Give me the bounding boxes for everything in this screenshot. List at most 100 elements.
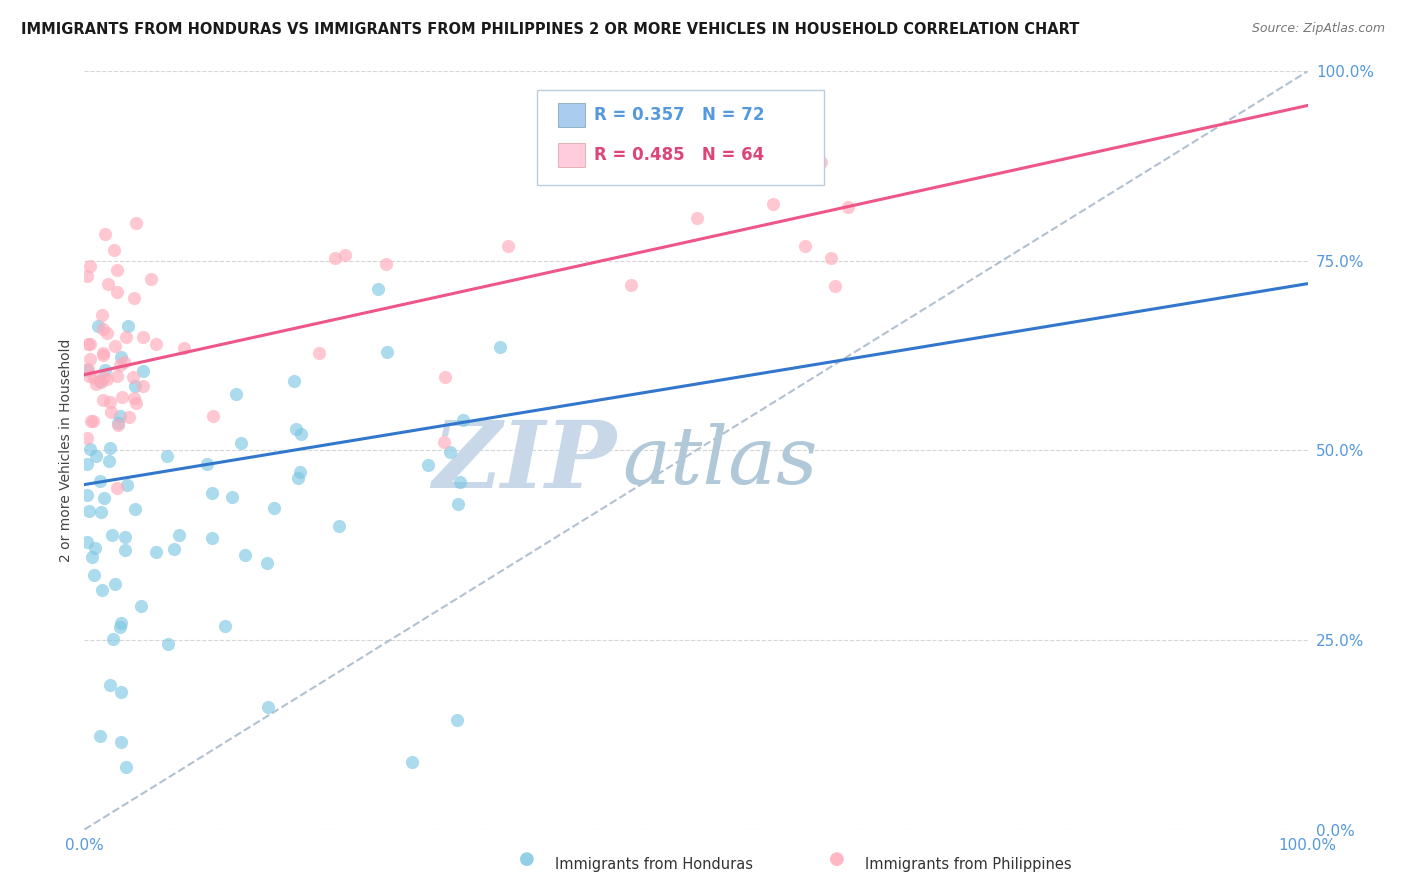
Point: [201, 409, 224, 423]
Point: [793, 239, 815, 253]
Point: [76, 488, 98, 502]
Point: [89, 374, 111, 388]
Point: [231, 435, 253, 450]
Text: ●: ●: [519, 850, 536, 868]
Point: [167, 528, 190, 542]
Point: [367, 282, 389, 296]
Point: [110, 351, 132, 365]
Point: [637, 157, 659, 171]
Point: [129, 599, 152, 613]
Point: [114, 355, 136, 369]
Point: [97, 454, 120, 468]
Point: [110, 684, 132, 698]
Point: [97, 277, 120, 292]
Point: [837, 200, 859, 214]
Point: [333, 248, 356, 262]
Text: ZIP: ZIP: [432, 417, 616, 507]
Point: [98, 394, 121, 409]
Point: [131, 330, 153, 344]
Point: [79, 259, 101, 273]
Point: [82, 414, 104, 428]
Point: [114, 330, 136, 344]
Point: [117, 318, 139, 333]
Point: [104, 339, 127, 353]
Bar: [558, 103, 585, 128]
Text: Source: ZipAtlas.com: Source: ZipAtlas.com: [1251, 22, 1385, 36]
Point: [93, 370, 115, 384]
Point: [374, 258, 396, 272]
Point: [221, 490, 243, 504]
Point: [620, 277, 643, 292]
Point: [107, 416, 129, 430]
Point: [101, 632, 124, 646]
Point: [824, 279, 846, 293]
Point: [283, 375, 305, 389]
Point: [105, 368, 128, 383]
Point: [132, 379, 155, 393]
Point: [91, 348, 114, 362]
Point: [105, 482, 128, 496]
Point: [77, 369, 100, 384]
Y-axis label: 2 or more Vehicles in Household: 2 or more Vehicles in Household: [59, 339, 73, 562]
Text: R = 0.485   N = 64: R = 0.485 N = 64: [595, 145, 765, 164]
Point: [810, 155, 832, 169]
Text: ●: ●: [828, 850, 845, 868]
Point: [98, 442, 121, 456]
Point: [110, 735, 132, 749]
Text: Immigrants from Philippines: Immigrants from Philippines: [865, 857, 1071, 872]
Point: [91, 392, 114, 407]
Point: [256, 556, 278, 570]
Point: [156, 449, 179, 463]
Text: Immigrants from Honduras: Immigrants from Honduras: [555, 857, 754, 872]
Point: [90, 506, 112, 520]
Point: [439, 444, 461, 458]
Point: [173, 341, 195, 355]
Point: [145, 336, 167, 351]
Point: [446, 713, 468, 727]
Point: [290, 427, 312, 442]
Point: [87, 319, 110, 334]
Point: [77, 362, 100, 376]
Point: [90, 375, 112, 389]
Point: [125, 216, 148, 230]
Point: [76, 535, 98, 549]
Point: [108, 620, 131, 634]
Point: [100, 405, 122, 419]
Point: [496, 239, 519, 253]
Point: [89, 729, 111, 743]
Point: [82, 549, 104, 564]
Point: [91, 322, 114, 336]
Point: [225, 387, 247, 401]
Point: [145, 545, 167, 559]
Point: [108, 358, 131, 372]
Point: [91, 346, 114, 360]
Point: [104, 577, 127, 591]
Point: [195, 457, 218, 471]
Point: [308, 346, 330, 360]
Point: [79, 336, 101, 351]
Point: [163, 542, 186, 557]
Point: [76, 431, 98, 445]
Point: [93, 491, 115, 505]
Point: [124, 501, 146, 516]
Point: [257, 700, 280, 714]
Point: [110, 409, 132, 423]
Point: [323, 252, 346, 266]
Point: [328, 519, 350, 533]
Bar: [558, 143, 585, 167]
Point: [201, 531, 224, 545]
Point: [132, 364, 155, 378]
Point: [76, 269, 98, 284]
Point: [157, 637, 180, 651]
Point: [105, 285, 128, 299]
Point: [139, 272, 162, 286]
Point: [117, 410, 139, 425]
Point: [76, 363, 98, 377]
Point: [233, 548, 256, 562]
Point: [115, 760, 138, 774]
Point: [762, 197, 785, 211]
Point: [79, 442, 101, 457]
Point: [114, 531, 136, 545]
Point: [76, 458, 98, 472]
Point: [433, 370, 456, 384]
